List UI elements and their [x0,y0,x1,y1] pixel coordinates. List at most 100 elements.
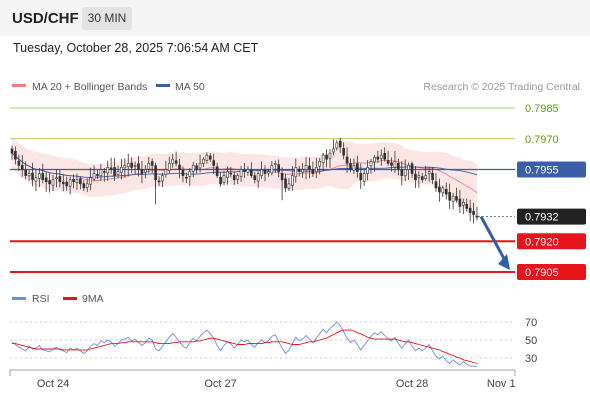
candle-body [369,161,373,167]
candle-body [17,160,21,166]
candle-body [253,175,257,181]
candle-body [126,163,130,167]
candle-body [51,179,55,186]
rsi-line [11,321,478,368]
level-label-0.7970: 0.7970 [525,134,559,146]
candle-body [311,169,315,174]
candle-body [260,169,263,176]
candle-body [72,178,75,183]
candle-body [243,169,246,172]
rsi-panel: 70 50 30 [10,317,537,368]
chart-header: USD/CHF 30 MIN [0,0,590,36]
level-badge-0.7932 [517,208,586,225]
level-label-0.7920: 0.7920 [525,236,559,248]
candle-body [280,173,284,181]
candle-body [27,173,31,177]
rsi-ma-line [12,329,478,364]
candle-body [140,169,144,174]
candle-body [273,163,277,165]
candle-body [256,173,260,182]
legend-ma20: MA 20 + Bollinger Bands [32,81,147,93]
candle-body [130,162,133,168]
candle-body [164,169,168,175]
candle-body [297,168,301,172]
candle-body [202,158,205,164]
candle-body [232,175,236,181]
candle-body [444,188,448,195]
candle-body [349,163,352,170]
candle-body [376,156,380,160]
credit-text: Research © 2025 Trading Central [423,81,580,93]
legend-rsi: RSI [32,293,50,305]
candle-body [229,172,233,175]
bollinger-band-area [12,136,477,222]
legend-ma20-swatch [12,84,26,87]
candle-body [420,176,424,181]
legend-ma50: MA 50 [175,81,205,93]
candle-body [185,176,188,179]
candle-body [294,167,298,177]
candle-body [31,172,34,181]
candle-body [362,173,366,182]
legend: MA 20 + Bollinger Bands MA 50 Research ©… [12,81,580,305]
candle-body [205,154,209,161]
candle-body [291,175,294,186]
candle-body [359,172,363,181]
level-badge-0.7905 [517,264,586,280]
candle-body [448,192,451,201]
candle-body [345,156,349,164]
candle-body [400,169,404,176]
price-panel: 0.7985 0.7970 0.7955 0.7932 0.7920 0.7905 [10,103,586,280]
candle-body [79,178,82,185]
candle-body [14,151,17,160]
candle-body [390,162,393,166]
candle-body [48,180,51,185]
candle-body [465,203,469,209]
x-tick-label: Nov 1 [487,378,516,390]
candle-body [332,148,335,153]
candle-body [178,164,181,170]
candle-body [161,175,164,182]
candle-body [246,169,250,173]
candle-body [198,163,202,169]
candle-body [328,152,332,159]
candle-body [239,169,243,178]
candle-body [123,165,127,169]
legend-rsi-ma: 9MA [82,293,104,305]
rsi-tick-70: 70 [525,317,537,329]
candle-body [451,195,455,202]
candle-body [434,181,438,189]
candle-body [188,171,192,177]
candle-body [150,161,154,166]
candle-body [308,165,311,170]
candle-body [410,163,414,174]
legend-rsi-swatch [12,297,26,300]
candle-body [222,175,226,183]
x-tick-label: Oct 27 [204,378,236,390]
candle-body [455,196,458,201]
forecast-arrow-head [498,254,510,270]
candle-body [44,177,48,183]
candle-body [10,148,14,154]
candle-body [109,167,113,170]
candle-body [397,162,400,170]
rsi-tick-30: 30 [525,353,537,365]
candle-body [55,177,58,179]
x-axis: Oct 24 Oct 27 Oct 28 Nov 1 [9,369,516,390]
level-label-0.7985: 0.7985 [525,103,559,115]
candle-body [208,155,212,160]
timeframe-button[interactable]: 30 MIN [82,7,132,30]
candle-body [284,178,287,189]
candle-body [270,165,274,174]
candle-body [403,169,407,177]
candle-body [263,170,267,174]
level-badge-0.7920 [517,233,586,250]
candle-body [414,173,417,181]
candle-body [65,181,69,187]
candle-body [424,175,428,179]
candle-body [171,158,175,164]
candle-body [250,169,253,176]
candle-body [267,171,270,174]
candle-body [417,175,421,179]
candle-body [85,183,89,188]
